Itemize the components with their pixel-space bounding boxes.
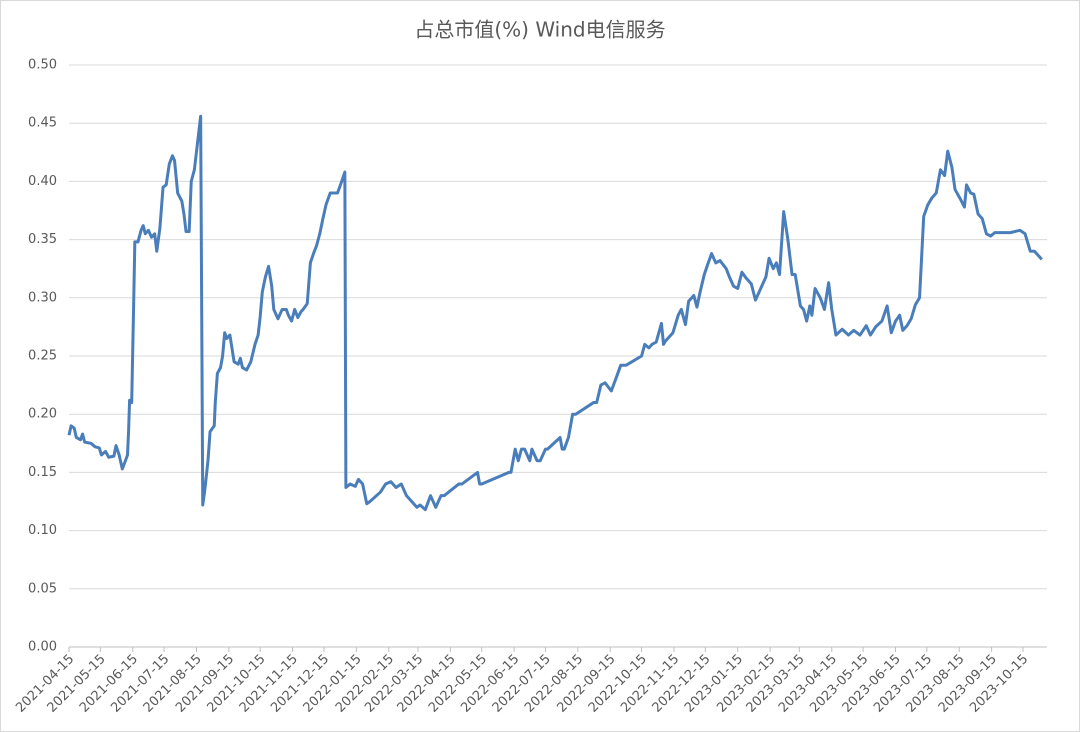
chart-title: 占总市值(%) Wind电信服务 [414,18,665,42]
y-tick-label: 0.40 [28,174,57,189]
y-tick-label: 0.25 [28,349,57,364]
y-tick-label: 0.35 [28,232,57,247]
y-tick-label: 0.30 [28,290,57,305]
y-tick-label: 0.50 [28,58,57,73]
data-line [67,114,1043,512]
y-tick-label: 0.05 [28,581,57,596]
y-tick-label: 0.45 [28,116,57,131]
y-tick-label: 0.20 [28,407,57,422]
y-tick-label: 0.00 [28,640,57,655]
y-tick-label: 0.15 [28,465,57,480]
y-tick-label: 0.10 [28,523,57,538]
